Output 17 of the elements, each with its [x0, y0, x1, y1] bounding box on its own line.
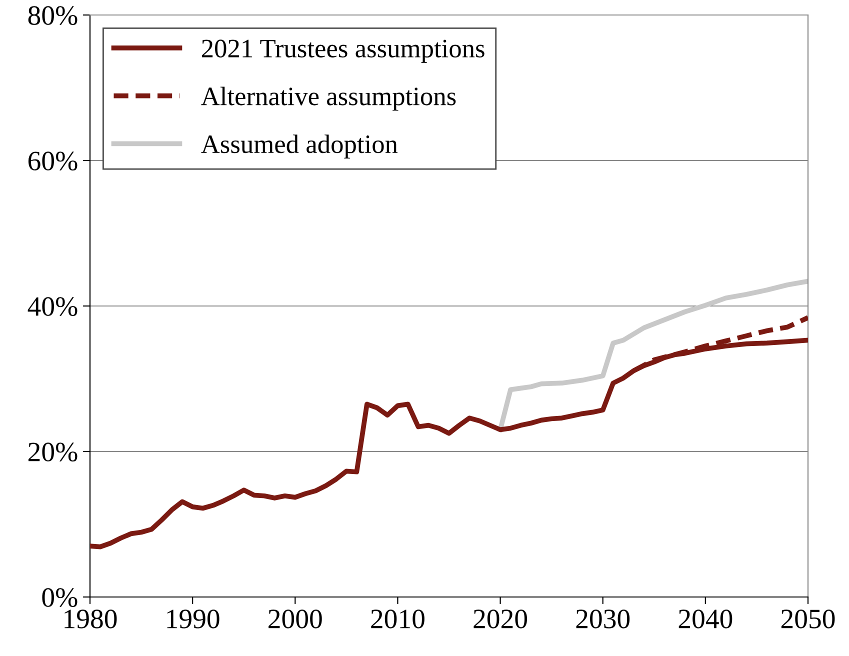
legend-label: 2021 Trustees assumptions [202, 40, 484, 63]
x-tick-label: 2010 [371, 610, 424, 628]
x-tick-label: 2040 [678, 610, 732, 628]
y-tick-label: 0% [42, 588, 78, 607]
x-tick-label: 2000 [268, 610, 322, 628]
y-tick-label: 60% [28, 152, 78, 170]
line-series [498, 278, 808, 432]
legend-label: Alternative assumptions [201, 86, 456, 111]
x-tick-label: 2030 [576, 610, 630, 628]
x-tick-label: 2020 [474, 610, 528, 628]
x-tick-label: 1980 [64, 610, 117, 628]
y-tick-label: 80% [28, 6, 78, 25]
y-tick-label: 20% [28, 442, 78, 462]
x-tick-label: 1990 [167, 610, 220, 628]
legend-label: Assumed adoption [201, 134, 398, 159]
y-tick-label: 40% [28, 297, 78, 316]
x-tick-label: 2050 [781, 610, 835, 628]
